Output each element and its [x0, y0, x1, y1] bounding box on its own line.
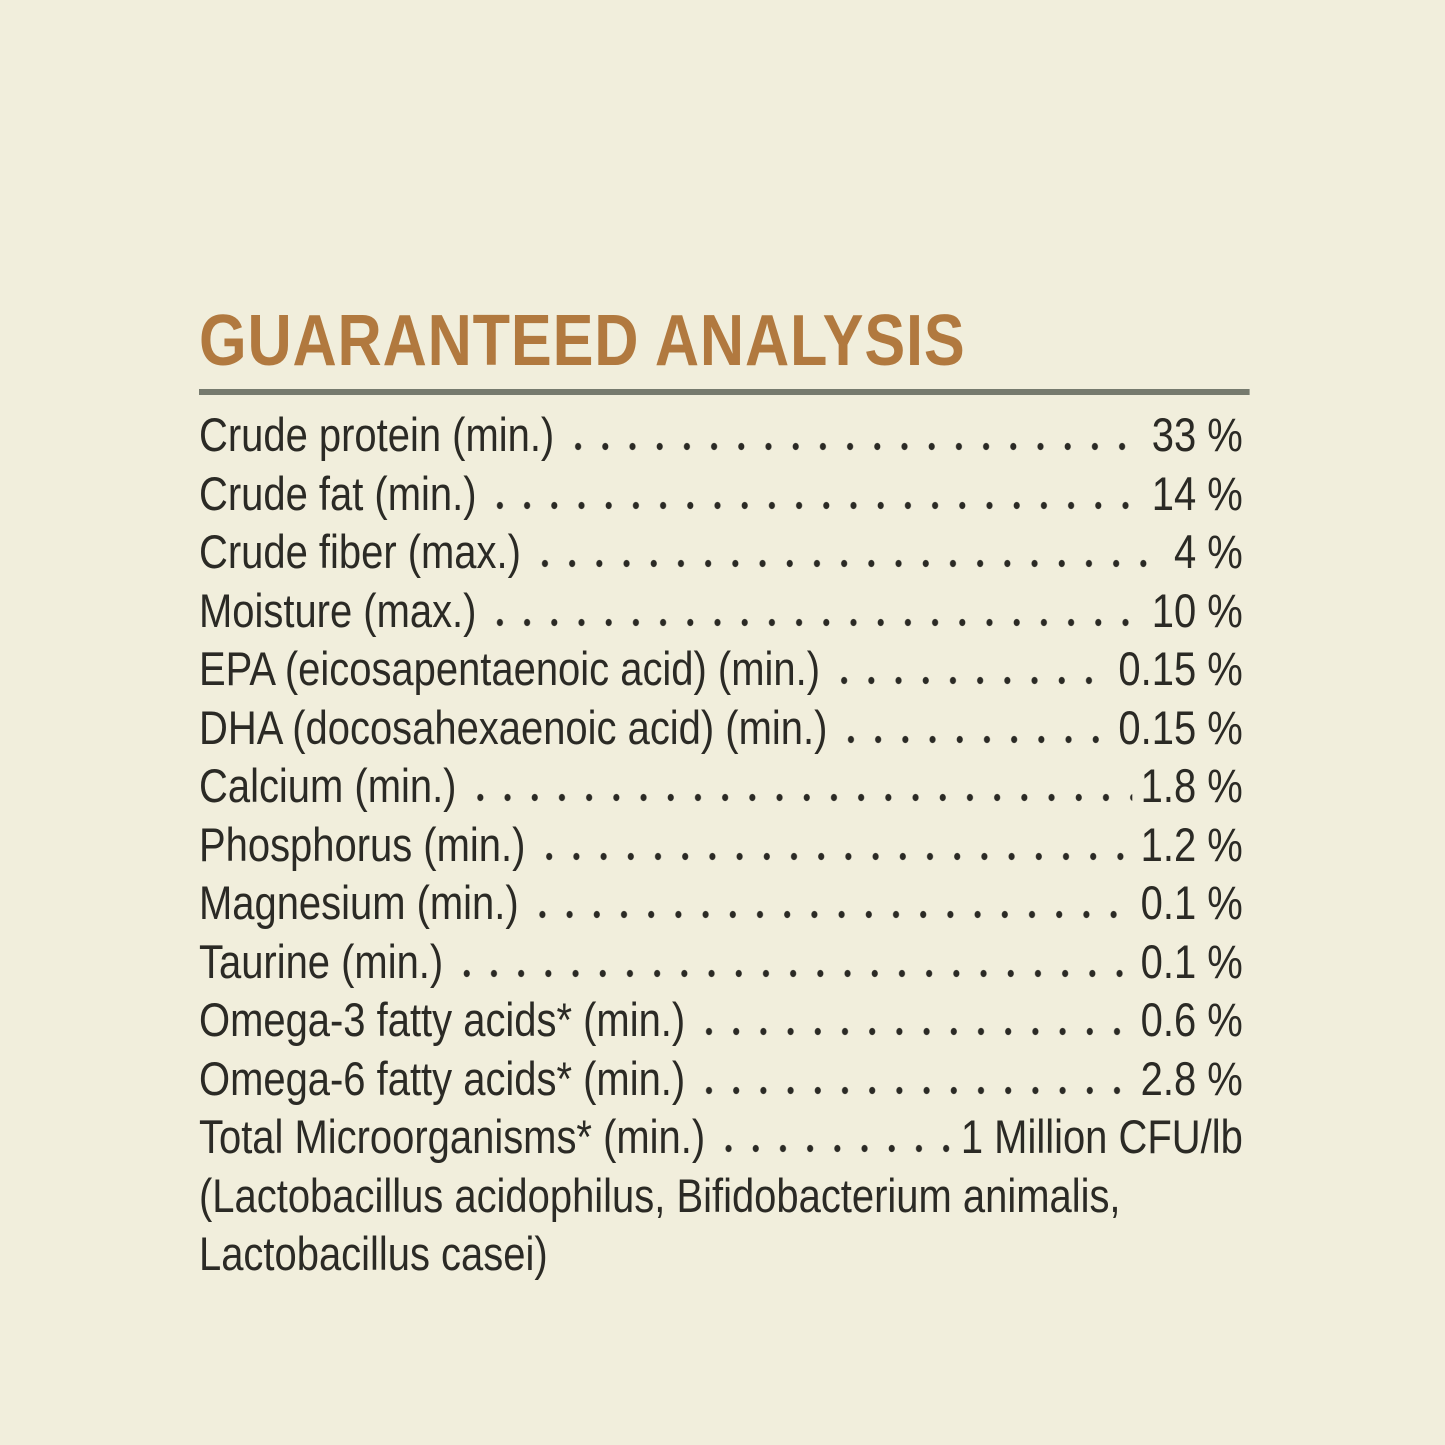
nutrient-value: 0.15 %	[1118, 642, 1243, 695]
nutrient-value: 1.8 %	[1140, 759, 1243, 812]
analysis-row: Taurine (min.) 0.1 %	[199, 933, 1243, 992]
dot-leader	[695, 1085, 1133, 1095]
guaranteed-analysis-panel: GUARANTEED ANALYSIS Crude protein (min.)…	[199, 303, 1250, 1284]
nutrient-label: Crude protein (min.)	[199, 408, 555, 461]
analysis-row: Calcium (min.) 1.8 %	[199, 757, 1243, 816]
nutrient-value: 4 %	[1173, 525, 1243, 578]
nutrient-label: Omega-6 fatty acids* (min.)	[199, 1051, 686, 1105]
nutrient-value: 10 %	[1151, 583, 1243, 637]
nutrient-label: Phosphorus (min.)	[199, 817, 526, 871]
nutrient-value: 14 %	[1151, 466, 1243, 520]
nutrient-value: 2.8 %	[1140, 1051, 1243, 1105]
microorganism-species-note: (Lactobacillus acidophilus, Bifidobacter…	[199, 1167, 1250, 1284]
nutrient-label: DHA (docosahexaenoic acid) (min.)	[199, 700, 828, 754]
nutrient-label: Crude fiber (max.)	[199, 525, 521, 578]
analysis-row: Omega-6 fatty acids* (min.) 2.8 %	[199, 1050, 1243, 1109]
dot-leader	[830, 676, 1110, 685]
dot-leader	[486, 500, 1144, 510]
divider	[199, 389, 1250, 395]
dot-leader	[837, 734, 1110, 744]
nutrient-value: 0.1 %	[1140, 876, 1243, 929]
nutrient-value: 0.6 %	[1140, 993, 1243, 1046]
nutrient-label: Crude fat (min.)	[199, 466, 477, 520]
analysis-row: EPA (eicosapentaenoic acid) (min.) 0.15 …	[199, 640, 1243, 699]
dot-leader	[531, 559, 1166, 568]
nutrient-label: Taurine (min.)	[199, 934, 444, 988]
footnote-line: (Lactobacillus acidophilus, Bifidobacter…	[199, 1168, 1121, 1222]
analysis-row: Omega-3 fatty acids* (min.) 0.6 %	[199, 991, 1243, 1050]
dot-leader	[535, 851, 1133, 861]
nutrient-label: Omega-3 fatty acids* (min.)	[199, 993, 686, 1046]
analysis-table: Crude protein (min.) 33 % Crude fat (min…	[199, 406, 1250, 1167]
nutrient-label: Moisture (max.)	[199, 583, 477, 637]
analysis-row: Magnesium (min.) 0.1 %	[199, 874, 1243, 933]
nutrient-label: EPA (eicosapentaenoic acid) (min.)	[199, 642, 821, 695]
nutrient-label: Calcium (min.)	[199, 759, 457, 812]
analysis-row: Phosphorus (min.) 1.2 %	[199, 816, 1243, 875]
analysis-row: Total Microorganisms* (min.) 1 Million C…	[199, 1108, 1243, 1167]
dot-leader	[486, 617, 1144, 627]
analysis-row: Crude protein (min.) 33 %	[199, 406, 1243, 465]
dot-leader	[528, 910, 1133, 919]
dot-leader	[453, 968, 1133, 978]
page-title: GUARANTEED ANALYSIS	[199, 301, 966, 381]
nutrient-value: 0.1 %	[1140, 934, 1243, 988]
dot-leader	[564, 442, 1144, 451]
analysis-row: Crude fiber (max.) 4 %	[199, 523, 1243, 582]
nutrient-value: 1.2 %	[1140, 817, 1243, 871]
footnote-line: Lactobacillus casei)	[199, 1227, 548, 1280]
nutrient-label: Magnesium (min.)	[199, 876, 519, 929]
analysis-row: Moisture (max.) 10 %	[199, 582, 1243, 641]
nutrient-value: 0.15 %	[1118, 700, 1243, 754]
analysis-row: Crude fat (min.) 14 %	[199, 465, 1243, 524]
nutrient-label: Total Microorganisms* (min.)	[199, 1110, 706, 1163]
dot-leader	[715, 1144, 953, 1153]
nutrient-value: 1 Million CFU/lb	[960, 1110, 1243, 1163]
dot-leader	[695, 1027, 1133, 1036]
nutrient-value: 33 %	[1151, 408, 1243, 461]
analysis-row: DHA (docosahexaenoic acid) (min.) 0.15 %	[199, 699, 1243, 758]
dot-leader	[466, 793, 1133, 802]
